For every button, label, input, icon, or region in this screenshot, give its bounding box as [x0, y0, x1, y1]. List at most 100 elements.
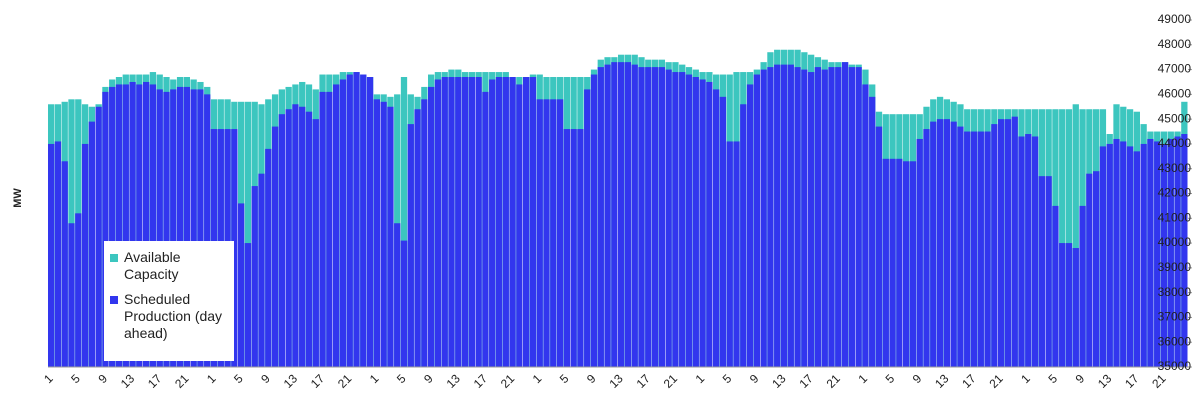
bar [502, 77, 509, 367]
bar [658, 67, 665, 367]
bar [373, 99, 380, 368]
bar [61, 161, 68, 367]
bar [312, 119, 319, 368]
x-tick-label: 21 [986, 371, 1006, 391]
y-tick-label: 40000 [1158, 235, 1192, 249]
y-tick-label: 35000 [1158, 359, 1192, 373]
bar [407, 124, 414, 367]
bar [801, 69, 808, 368]
bar [1140, 143, 1147, 367]
bar [746, 84, 754, 367]
bar [326, 91, 333, 367]
bar [597, 67, 604, 367]
bar [489, 79, 496, 367]
bar [611, 62, 618, 368]
bar [238, 203, 245, 367]
bar [556, 99, 564, 368]
bar [258, 173, 265, 367]
bar [244, 101, 252, 368]
x-tick-label: 13 [118, 371, 138, 391]
bar [509, 77, 516, 367]
bar [468, 77, 475, 367]
x-tick-label: 13 [932, 371, 952, 391]
x-tick-label: 21 [335, 371, 355, 391]
bar [1072, 104, 1079, 368]
bar [68, 223, 75, 367]
bar [251, 186, 258, 367]
bar [638, 67, 645, 367]
x-tick-label: 1 [855, 371, 870, 386]
x-tick-label: 1 [204, 371, 219, 386]
bar [333, 84, 340, 367]
y-tick-label: 49000 [1158, 12, 1192, 26]
bar [475, 77, 482, 367]
legend-label: Available Capacity [124, 249, 181, 282]
bar [604, 64, 611, 367]
bar [706, 81, 713, 367]
bar [869, 96, 876, 367]
bar [285, 109, 292, 367]
bar [516, 84, 523, 367]
bar [835, 67, 842, 367]
bar [88, 121, 95, 367]
bar [176, 86, 184, 368]
x-tick-label: 17 [634, 371, 654, 391]
y-tick-label: 42000 [1158, 186, 1192, 200]
legend-label: Scheduled Production (day ahead) [124, 291, 223, 341]
bar [149, 84, 157, 367]
bar [448, 77, 455, 367]
bar [482, 91, 489, 367]
bar [156, 89, 163, 368]
bar [414, 109, 421, 367]
bar [204, 94, 211, 367]
bar [991, 124, 998, 367]
x-tick-label: 1 [367, 371, 382, 386]
bar [1059, 243, 1066, 367]
bar [115, 84, 123, 367]
bar [48, 143, 55, 367]
bar [726, 141, 733, 367]
bar [1093, 171, 1100, 367]
bar [1160, 143, 1168, 367]
bar [170, 89, 177, 368]
bar [590, 74, 598, 368]
x-tick-label: 21 [661, 371, 681, 391]
bar [1025, 134, 1032, 367]
bar [577, 129, 584, 367]
bar [964, 131, 971, 367]
bar [244, 243, 252, 367]
bar [882, 158, 889, 367]
bar [536, 99, 543, 368]
y-tick-label: 38000 [1158, 285, 1192, 299]
bar [339, 79, 347, 367]
y-tick-label: 45000 [1158, 111, 1192, 125]
bar [808, 72, 815, 368]
bar [380, 101, 387, 368]
bar [394, 223, 401, 367]
bar [794, 67, 801, 367]
bar [1133, 151, 1140, 367]
bar [1018, 136, 1025, 367]
x-tick-label: 21 [824, 371, 844, 391]
bar [197, 89, 204, 368]
x-tick-label: 17 [796, 371, 816, 391]
bar [645, 67, 652, 367]
bar [529, 77, 537, 367]
x-tick-label: 17 [471, 371, 491, 391]
x-tick-label: 9 [910, 371, 925, 386]
y-axis-label: MW [12, 188, 24, 208]
bar [672, 72, 679, 368]
bar [292, 104, 299, 368]
x-tick-label: 21 [1149, 371, 1169, 391]
x-tick-label: 1 [530, 371, 545, 386]
x-tick-label: 9 [747, 371, 762, 386]
x-tick-label: 9 [1073, 371, 1088, 386]
bar [523, 77, 530, 367]
bar [346, 74, 353, 368]
bar [828, 67, 835, 367]
bar [1120, 141, 1127, 367]
bar [923, 129, 930, 367]
bar [143, 81, 150, 367]
bar [903, 161, 910, 367]
x-tick-label: 13 [444, 371, 464, 391]
